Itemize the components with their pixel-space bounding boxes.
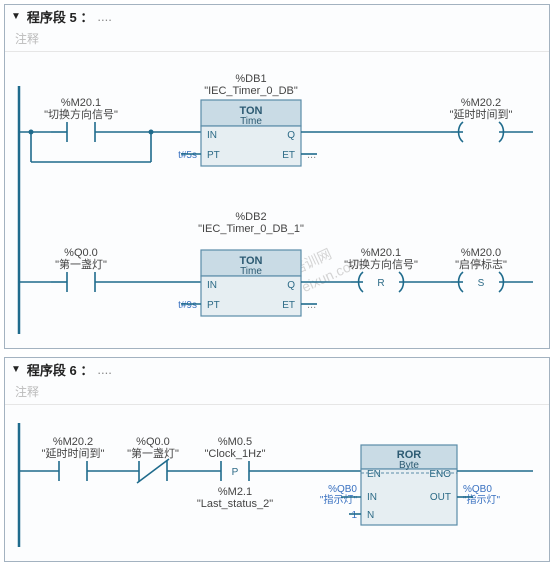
pin-pt: PT xyxy=(207,300,220,311)
inst-name: "IEC_Timer_0_DB_1" xyxy=(198,223,304,235)
pin-eno: ENO xyxy=(429,469,451,480)
pin-n: N xyxy=(367,510,374,521)
coil-r-letter: R xyxy=(377,278,384,289)
in-sym: "指示灯" xyxy=(320,493,358,506)
inst-addr: %DB1 xyxy=(235,73,266,85)
coil-m20-2[interactable]: %M20.2 "延时时间到" xyxy=(450,97,533,142)
collapse-icon[interactable]: ▼ xyxy=(11,364,21,375)
sym: "第一盏灯" xyxy=(127,446,179,460)
sym: "切换方向信号" xyxy=(344,257,418,271)
fb-ton-db1[interactable]: %DB1 "IEC_Timer_0_DB" TON Time IN PT t#5… xyxy=(178,73,317,166)
title-ellipsis: .... xyxy=(97,362,111,377)
title-ellipsis: .... xyxy=(97,9,111,24)
fb-sub: Time xyxy=(240,116,262,127)
addr: %M20.0 xyxy=(461,247,501,259)
fb-sub: Byte xyxy=(399,460,419,471)
contact-m20-2[interactable]: %M20.2 "延时时间到" xyxy=(41,436,121,481)
p-letter: P xyxy=(232,467,239,478)
addr: %M20.1 xyxy=(61,97,101,109)
contact-q0-0[interactable]: %Q0.0 "第一盏灯" xyxy=(51,247,201,292)
network-5-title: 程序段 5 ： xyxy=(27,7,93,26)
out-sym: "指示灯" xyxy=(463,493,501,506)
sym: "第一盏灯" xyxy=(55,257,107,271)
addr: %M20.1 xyxy=(361,247,401,259)
contact-q0-0-nc[interactable]: %Q0.0 "第一盏灯" xyxy=(121,436,201,483)
contact-m20-1[interactable]: %M20.1 "切换方向信号" xyxy=(44,97,201,142)
val-pt: t#9s xyxy=(178,300,197,311)
addr: %M20.2 xyxy=(461,97,501,109)
edge-addr: %M2.1 xyxy=(218,486,252,498)
network-6-title: 程序段 6 ： xyxy=(27,360,93,379)
network-5-comment[interactable]: 注释 xyxy=(5,28,549,51)
n-val: 1 xyxy=(351,510,357,521)
pin-in: IN xyxy=(207,280,217,291)
val-pt: t#5s xyxy=(178,150,197,161)
out-addr: %QB0 xyxy=(463,484,492,495)
network-6-header[interactable]: ▼ 程序段 6 ： .... xyxy=(5,358,549,381)
sym: "延时时间到" xyxy=(42,447,105,460)
network-5-header[interactable]: ▼ 程序段 5 ： .... xyxy=(5,5,549,28)
pin-out: OUT xyxy=(430,492,451,503)
pin-et: ET xyxy=(282,300,295,311)
coil-s-letter: S xyxy=(478,278,485,289)
network-5: ▼ 程序段 5 ： .... 注释 技能培训网 www.jcPeixun.com… xyxy=(4,4,550,349)
in-addr: %QB0 xyxy=(328,484,357,495)
sym: "延时时间到" xyxy=(450,108,513,121)
addr: %M0.5 xyxy=(218,436,252,448)
val-et: ... xyxy=(307,149,316,161)
sym: "Clock_1Hz" xyxy=(205,448,266,460)
ladder-svg-5: 技能培训网 www.jcPeixun.com %M20.1 "切换方向信号" xyxy=(11,62,541,342)
pin-q: Q xyxy=(287,130,295,141)
network-6-ladder: %M20.2 "延时时间到" %Q0.0 "第一盏灯" %M0.5 " xyxy=(5,404,549,561)
addr: %Q0.0 xyxy=(136,436,170,448)
pin-en: EN xyxy=(367,469,381,480)
pin-q: Q xyxy=(287,280,295,291)
sym: "启停标志" xyxy=(455,257,507,271)
fb-ror[interactable]: ROR Byte EN IN N %QB0 "指示灯" 1 ENO OUT %Q… xyxy=(320,445,501,525)
coil-s-m20-0[interactable]: %M20.0 "启停标志" S xyxy=(451,247,533,292)
network-6: ▼ 程序段 6 ： .... 注释 %M20.2 "延时时间到" %Q0.0 "… xyxy=(4,357,550,562)
ladder-svg-6: %M20.2 "延时时间到" %Q0.0 "第一盏灯" %M0.5 " xyxy=(11,415,541,555)
pin-et: ET xyxy=(282,150,295,161)
network-6-comment[interactable]: 注释 xyxy=(5,381,549,404)
inst-name: "IEC_Timer_0_DB" xyxy=(204,85,298,97)
addr: %M20.2 xyxy=(53,436,93,448)
pin-in: IN xyxy=(367,492,377,503)
pin-pt: PT xyxy=(207,150,220,161)
coil-r-m20-1[interactable]: %M20.1 "切换方向信号" R xyxy=(344,247,451,292)
fb-sub: Time xyxy=(240,266,262,277)
val-et: ... xyxy=(307,299,316,311)
collapse-icon[interactable]: ▼ xyxy=(11,11,21,22)
edge-sym: "Last_status_2" xyxy=(197,498,273,510)
fb-ton-db2[interactable]: %DB2 "IEC_Timer_0_DB_1" TON Time IN PT t… xyxy=(178,211,317,316)
addr: %Q0.0 xyxy=(64,247,98,259)
sym: "切换方向信号" xyxy=(44,107,118,121)
inst-addr: %DB2 xyxy=(235,211,266,223)
pin-in: IN xyxy=(207,130,217,141)
network-5-ladder: 技能培训网 www.jcPeixun.com %M20.1 "切换方向信号" xyxy=(5,51,549,348)
